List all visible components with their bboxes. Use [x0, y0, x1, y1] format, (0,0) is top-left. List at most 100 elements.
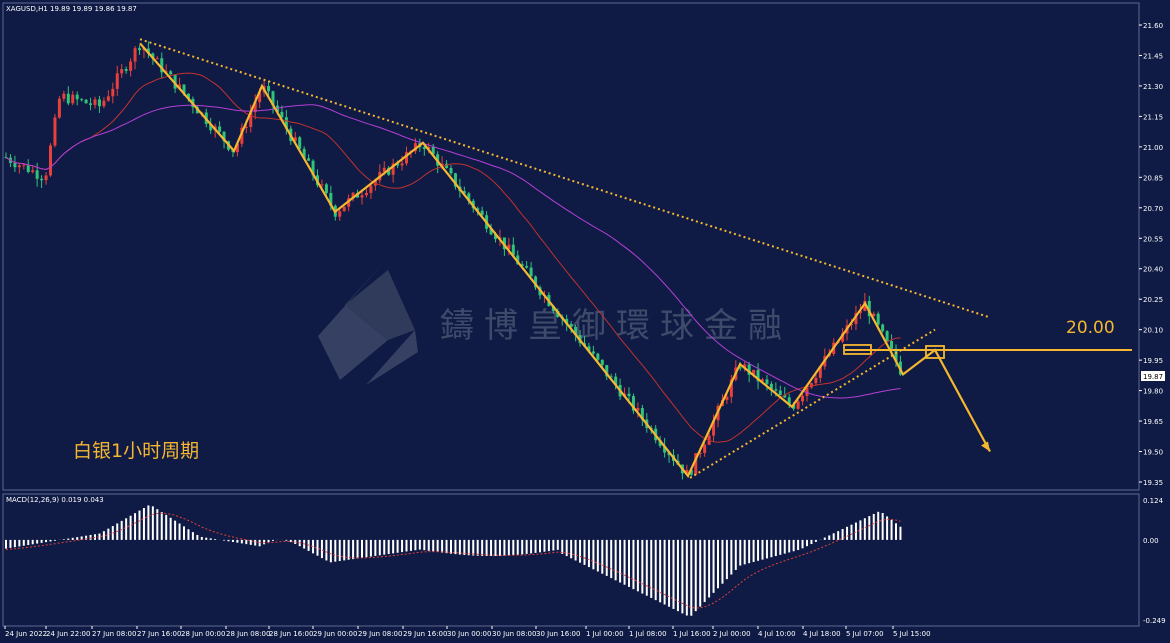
y-tick-label: 20.70 — [1143, 205, 1163, 213]
y-tick-label: 19.65 — [1143, 418, 1163, 426]
candle-body — [809, 383, 813, 388]
candle-body — [614, 376, 618, 386]
candle-body — [663, 445, 667, 453]
candle-body — [480, 210, 484, 216]
candle-body — [307, 158, 311, 161]
candle-body — [863, 300, 867, 312]
candle-body — [569, 323, 573, 327]
candle-body — [489, 228, 493, 235]
ma-slow-line — [5, 104, 901, 399]
x-tick-label: 4 Jul 18:00 — [803, 630, 841, 638]
candle-body — [209, 123, 213, 131]
candle-body — [605, 365, 609, 377]
candle-body — [97, 99, 101, 107]
x-tick-label: 27 Jun 16:00 — [137, 630, 181, 638]
candle-body — [53, 117, 57, 146]
candle-body — [218, 126, 222, 132]
candle-body — [22, 164, 26, 166]
candle-body — [351, 192, 355, 199]
y-tick-label: 20.25 — [1143, 296, 1163, 304]
candle-body — [502, 237, 506, 250]
x-tick-label: 28 Jun 00:00 — [181, 630, 225, 638]
y-tick-label: 20.10 — [1143, 327, 1163, 335]
candle-body — [885, 331, 889, 341]
candle-body — [400, 163, 404, 166]
x-tick-label: 24 Jun 22:00 — [46, 630, 90, 638]
ohlc-label: 19.89 19.89 19.86 19.87 — [50, 5, 137, 13]
candle-body — [529, 267, 533, 277]
candle-body — [476, 208, 480, 211]
candle-body — [155, 58, 159, 60]
candle-body — [511, 244, 515, 256]
candle-body — [169, 71, 173, 75]
candle-body — [449, 167, 453, 174]
candle-body — [44, 175, 48, 181]
candle-body — [173, 74, 177, 89]
candle-body — [360, 195, 364, 198]
macd-header: MACD(12,26,9) 0.019 0.043 — [6, 496, 104, 504]
candle-body — [747, 364, 751, 375]
candle-body — [138, 48, 141, 51]
candle-body — [146, 48, 150, 54]
candle-body — [658, 440, 662, 446]
candle-body — [818, 366, 822, 378]
candle-body — [364, 192, 368, 196]
candle-body — [115, 73, 119, 89]
candle-body — [311, 160, 315, 176]
macd-tick-label: 0.124 — [1143, 497, 1164, 505]
candle-body — [591, 351, 595, 354]
candle-body — [694, 453, 698, 475]
candle-body — [40, 178, 44, 181]
candle-body — [894, 348, 898, 362]
candle-body — [62, 93, 66, 99]
x-tick-label: 5 Jul 07:00 — [846, 630, 884, 638]
x-tick-label: 30 Jun 16:00 — [536, 630, 580, 638]
candle-body — [84, 99, 88, 104]
candle-body — [587, 346, 591, 352]
candle-body — [516, 255, 520, 265]
candle-body — [850, 324, 853, 326]
wave-projection-path — [139, 42, 991, 478]
candle-body — [627, 393, 631, 397]
candle-body — [258, 92, 262, 103]
x-tick-label: 30 Jun 08:00 — [492, 630, 536, 638]
candle-body — [89, 103, 93, 105]
macd-panel-frame — [2, 493, 1140, 627]
candle-body — [267, 86, 271, 92]
candle-body — [752, 369, 756, 375]
candle-body — [712, 420, 716, 436]
candle-body — [876, 313, 880, 325]
x-tick-label: 1 Jul 00:00 — [586, 630, 624, 638]
candle-body — [725, 396, 729, 400]
candle-body — [271, 91, 275, 106]
candle-body — [858, 311, 862, 314]
candle-body — [596, 353, 600, 360]
candle-body — [609, 376, 613, 378]
candle-body — [743, 364, 747, 369]
current-price-tag — [1141, 371, 1165, 381]
x-tick-label: 30 Jun 00:00 — [447, 630, 491, 638]
level-label: 20.00 — [1066, 318, 1115, 338]
candle-body — [302, 148, 306, 159]
candle-body — [391, 163, 395, 175]
candle-body — [787, 397, 791, 405]
candle-body — [4, 157, 8, 159]
candle-body — [324, 184, 328, 194]
watermark-logo — [318, 258, 418, 385]
candle-body — [329, 193, 333, 206]
candle-body — [293, 137, 297, 142]
candle-body — [867, 300, 871, 317]
x-tick-label: 24 Jun 2022 — [5, 630, 47, 638]
candle-body — [396, 163, 400, 166]
candle-body — [729, 379, 733, 397]
x-tick-label: 28 Jun 16:00 — [269, 630, 313, 638]
candle-body — [467, 193, 471, 201]
y-tick-label: 19.35 — [1143, 479, 1163, 487]
candle-body — [93, 99, 97, 105]
candle-body — [783, 394, 787, 398]
macd-tick-label: 0.00 — [1143, 537, 1159, 545]
x-tick-label: 5 Jul 15:00 — [893, 630, 931, 638]
projection-arrowhead — [981, 441, 990, 452]
candle-body — [422, 147, 426, 150]
